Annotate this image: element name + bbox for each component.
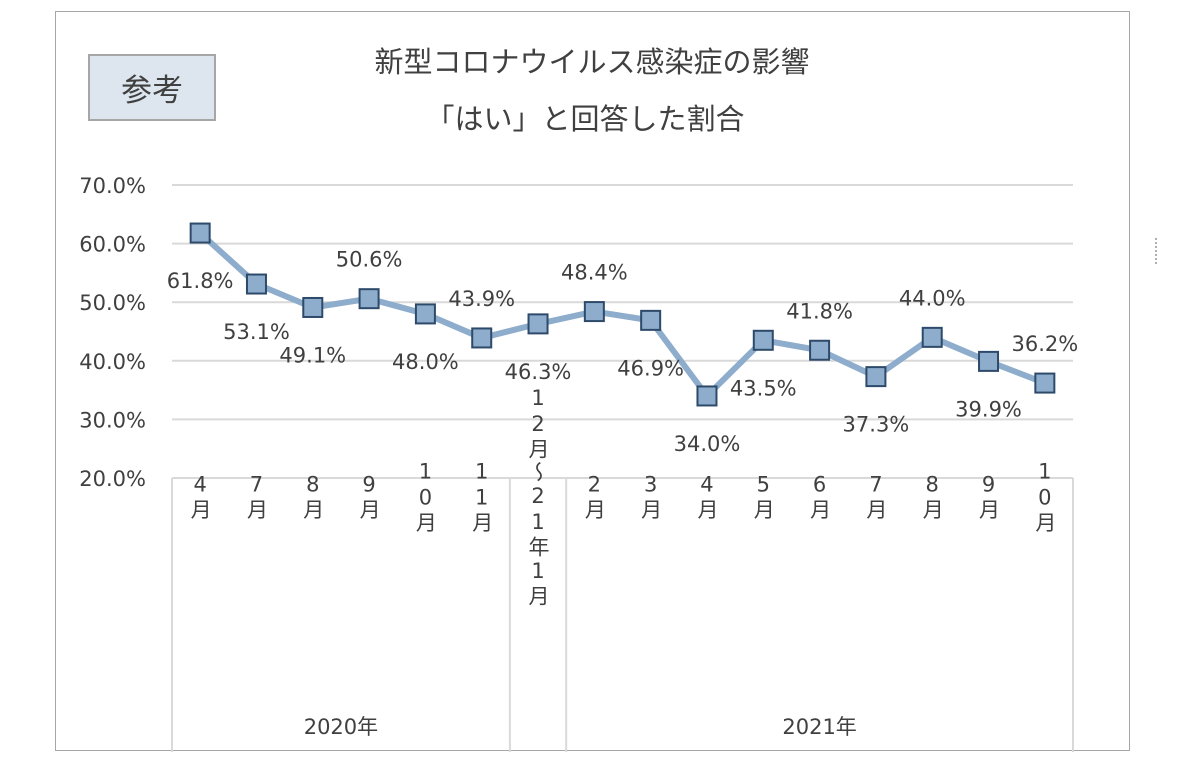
data-label: 34.0% <box>674 432 741 456</box>
data-point-marker <box>640 309 662 331</box>
x-tick-label: 11月 <box>470 460 494 535</box>
x-tick-label: 12月〜21年1月 <box>526 386 550 608</box>
data-label: 44.0% <box>899 286 966 310</box>
data-label: 36.2% <box>1011 332 1078 356</box>
data-label: 49.1% <box>279 343 346 367</box>
data-point-marker <box>583 301 605 323</box>
resize-handle-dots <box>1155 238 1161 264</box>
x-tick-label: 8月 <box>301 473 325 522</box>
x-tick-label: 5月 <box>751 473 775 522</box>
x-tick-label: 4月 <box>188 473 212 522</box>
x-tick-label: 4月 <box>695 473 719 522</box>
x-tick-label: 10月 <box>413 460 437 535</box>
data-point-marker <box>189 222 211 244</box>
data-label: 37.3% <box>843 413 910 437</box>
data-label: 41.8% <box>786 299 853 323</box>
data-label: 53.1% <box>223 320 290 344</box>
data-label: 43.5% <box>730 376 797 400</box>
data-point-marker <box>921 326 943 348</box>
y-axis: 20.0% 30.0% 40.0% 50.0% 60.0% 70.0% <box>79 174 146 491</box>
x-group-label: 2020年 <box>304 715 378 739</box>
data-label: 48.4% <box>561 261 628 285</box>
reference-badge: 参考 <box>88 54 216 121</box>
y-tick-label: 20.0% <box>79 467 146 491</box>
data-labels: 61.8% 53.1%49.1% 50.6% 48.0% 43.9% 46.3% 48.4%… <box>167 248 1078 456</box>
data-point-marker <box>358 288 380 310</box>
data-point-marker <box>865 366 887 388</box>
x-tick-label: 10月 <box>1033 460 1057 535</box>
data-label: 48.0% <box>392 350 459 374</box>
data-label: 39.9% <box>955 397 1022 421</box>
data-point-marker <box>809 339 831 361</box>
series-line-group <box>189 222 1056 407</box>
x-axis: 2020年 2021年 4月 7月 8月 9月 10月 11月 12月〜21年1月 2月 3月 4月 5… <box>171 386 1074 752</box>
x-tick-label: 7月 <box>244 473 268 522</box>
series-line <box>198 230 1046 399</box>
x-tick-label: 6月 <box>808 473 832 522</box>
data-point-marker <box>302 296 324 318</box>
y-tick-label: 40.0% <box>79 350 146 374</box>
data-point-marker <box>696 385 718 407</box>
y-tick-label: 30.0% <box>79 408 146 432</box>
x-tick-label: 3月 <box>639 473 663 522</box>
data-point-marker <box>1034 372 1056 394</box>
data-point-marker <box>245 273 267 295</box>
y-tick-label: 50.0% <box>79 291 146 315</box>
chart-frame <box>55 11 1130 751</box>
data-point-marker <box>752 329 774 351</box>
data-point-marker <box>471 327 493 349</box>
data-point-marker <box>414 303 436 325</box>
x-tick-label: 2月 <box>582 473 606 522</box>
data-label: 50.6% <box>336 248 403 272</box>
y-tick-label: 70.0% <box>79 174 146 198</box>
gridlines <box>172 184 1073 479</box>
chart-title: 新型コロナウイルス感染症の影響 <box>374 45 809 79</box>
x-tick-label: 8月 <box>920 473 944 522</box>
x-tick-label: 7月 <box>864 473 888 522</box>
data-point-marker <box>978 350 1000 372</box>
x-group-label: 2021年 <box>782 715 856 739</box>
chart-subtitle: 「はい」と回答した割合 <box>425 102 744 136</box>
y-tick-label: 60.0% <box>79 233 146 257</box>
data-label: 43.9% <box>448 287 515 311</box>
data-point-marker <box>527 313 549 335</box>
data-label: 46.3% <box>505 360 572 384</box>
x-tick-label: 9月 <box>357 473 381 522</box>
x-tick-label: 9月 <box>977 473 1001 522</box>
data-label: 61.8% <box>167 269 234 293</box>
data-label: 46.9% <box>617 356 684 380</box>
